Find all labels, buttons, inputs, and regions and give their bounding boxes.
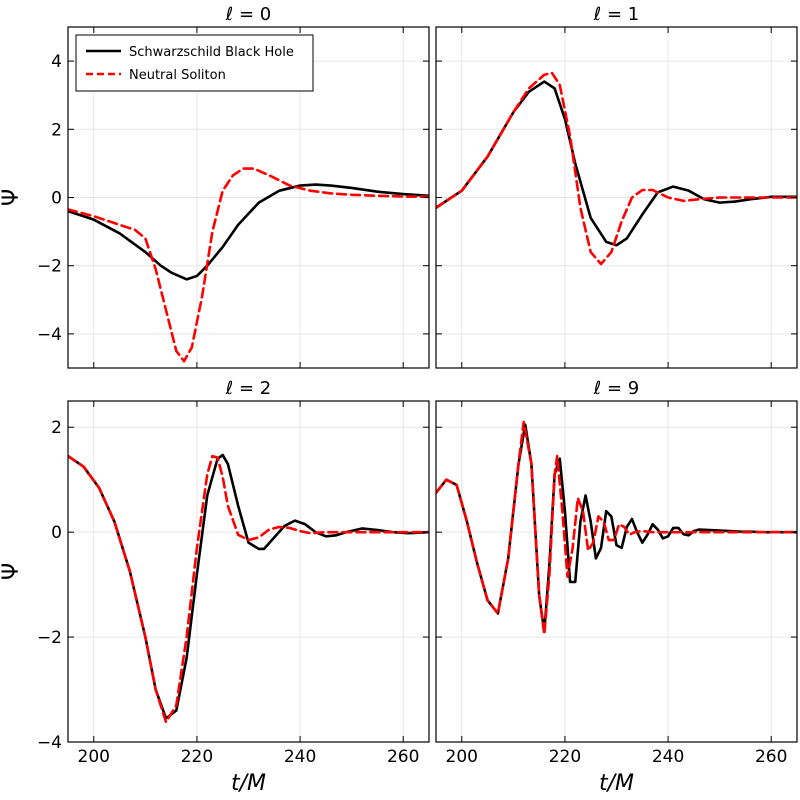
panel-1: −4 −2 0 2 4 Ψℓ = 0 Schwarzschild Black Hole Neu… — [0, 4, 430, 369]
y-axis-label: Ψ — [0, 563, 24, 580]
panel-4: 200 220 240 260 t/M ℓ = 9 — [435, 378, 798, 796]
y-axis-label: Ψ — [0, 189, 24, 206]
panel-2: ℓ = 1 — [435, 4, 798, 369]
panel-title: ℓ = 0 — [225, 4, 271, 25]
panel-title: ℓ = 1 — [593, 4, 639, 25]
legend-box — [75, 34, 314, 92]
series-line-schwarzschild — [68, 453, 429, 720]
series-line-schwarzschild — [68, 183, 429, 281]
y-tick-label: 2 — [51, 418, 62, 438]
y-tick-label: −2 — [37, 628, 62, 648]
x-tick-label: 260 — [387, 747, 419, 767]
legend-label: Schwarzschild Black Hole — [129, 45, 294, 60]
series-line-soliton — [68, 454, 429, 724]
series-line-schwarzschild — [436, 80, 797, 247]
x-tick-label: 260 — [755, 747, 787, 767]
y-tick-label: 0 — [51, 189, 62, 209]
panel-title: ℓ = 2 — [225, 378, 271, 399]
x-tick-label: 220 — [549, 747, 581, 767]
y-tick-label: −4 — [37, 325, 62, 345]
legend: Schwarzschild Black Hole Neutral Soliton — [75, 34, 314, 92]
y-tick-label: 2 — [51, 120, 62, 140]
y-tick-label: 4 — [51, 52, 62, 72]
plot-frame — [435, 400, 798, 743]
series-line-soliton — [436, 420, 797, 636]
legend-label: Neutral Soliton — [129, 68, 226, 83]
y-tick-label: −4 — [37, 733, 62, 753]
plot-frame — [67, 400, 430, 743]
y-tick-label: 0 — [51, 523, 62, 543]
x-tick-label: 240 — [652, 747, 684, 767]
x-axis-label: t/M — [231, 771, 266, 796]
panel-3: −4 −2 0 2 Ψ 200 220 240 260 t/M ℓ = 2 — [0, 378, 430, 796]
series-line-soliton — [68, 167, 429, 363]
panel-title: ℓ = 9 — [593, 378, 639, 399]
series-line-soliton — [436, 71, 797, 266]
x-axis-label: t/M — [599, 771, 634, 796]
x-tick-label: 220 — [181, 747, 213, 767]
x-tick-label: 200 — [78, 747, 110, 767]
y-tick-label: −2 — [37, 257, 62, 277]
x-tick-label: 240 — [284, 747, 316, 767]
x-tick-label: 200 — [446, 747, 478, 767]
